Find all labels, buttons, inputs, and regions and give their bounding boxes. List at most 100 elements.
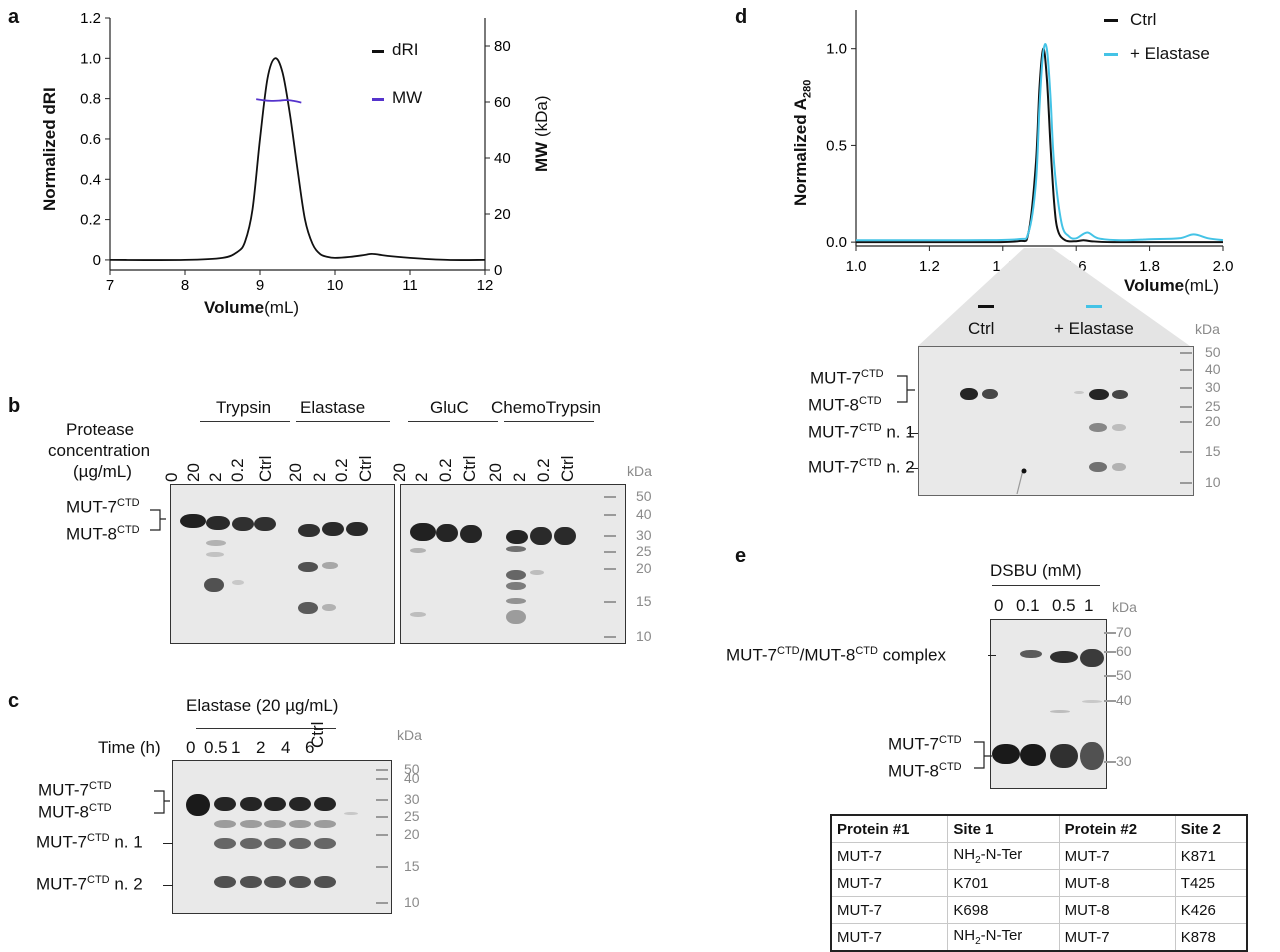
gel-b-band-10	[506, 530, 528, 544]
chart-d-xtick-label-0: 1.0	[846, 258, 867, 275]
gel-c-band-8	[264, 820, 286, 828]
gel-b-lane-1: 20	[184, 463, 203, 482]
chart-a-yrtick-label-4: 80	[494, 38, 511, 55]
gel-b-marker-6: 10	[636, 628, 652, 644]
chart-d-ylabel-text: Normalized A	[791, 97, 810, 206]
legend-label-ctrl: Ctrl	[1130, 10, 1157, 29]
gel-c-n1-suffix: n. 1	[109, 832, 143, 852]
gel-d-mut7-text: MUT-7	[810, 368, 861, 388]
chart-d-ylabel-sub: 280	[801, 79, 814, 98]
gel-d-ladder-band-1	[1180, 369, 1192, 371]
crosslink-cell: MUT-7	[830, 923, 949, 952]
crosslink-table: Protein #1 Site 1 Protein #2 Site 2 MUT-…	[830, 814, 1248, 952]
gel-e-mut7-sup: CTD	[939, 734, 962, 746]
gel-e-band-8	[1082, 700, 1102, 703]
gel-d-band-8	[1074, 391, 1084, 394]
gel-d-n1-suffix: n. 1	[881, 422, 915, 442]
gel-e-band-5	[1050, 744, 1078, 768]
chart-d-ytick-label-1: 0.5	[826, 137, 847, 154]
dsbu-header: DSBU (mM)	[990, 561, 1082, 580]
gel-c-band-3	[264, 797, 286, 811]
gel-b-ladder-band-6	[604, 636, 616, 638]
group-line-trypsin	[200, 421, 290, 422]
gel-d-marker-4: 20	[1205, 413, 1221, 429]
gel-d-n1-sup: CTD	[859, 422, 882, 434]
gel-c-label-n1: MUT-7CTD n. 1	[36, 832, 143, 853]
chart-d-xlabel-unit: (mL)	[1184, 276, 1220, 295]
gel-e-lane-2: 0.5	[1052, 596, 1076, 615]
gel-b-right	[400, 484, 626, 644]
gel-d-ladder-band-3	[1180, 406, 1192, 408]
chart-a-xtick-label-2: 9	[256, 277, 264, 294]
gel-e-complex-sup1: CTD	[777, 645, 800, 657]
chart-a-yltick-label-6: 1.2	[80, 10, 101, 27]
chart-a-ylabel-right: MW (kDa)	[532, 96, 552, 173]
gel-b-mut8-sup: CTD	[117, 524, 140, 536]
gel-b-marker-5: 15	[636, 593, 652, 609]
gel-c-label-mut7: MUT-7CTD	[38, 780, 112, 801]
gel-e-band-7	[1050, 710, 1070, 713]
gel-c-bracket	[154, 790, 170, 814]
gel-b-lane-2: 2	[206, 472, 225, 482]
gel-b-band-7	[410, 523, 436, 541]
gel-c-band-14	[289, 838, 311, 849]
gel-b-lane-7: 0.2	[332, 458, 351, 482]
crosslink-cell: K878	[1174, 923, 1248, 952]
gel-b-band-22	[410, 612, 426, 617]
gel-d-band-0	[960, 388, 978, 400]
gel-b-band-17	[298, 562, 318, 572]
gel-c-marker-0: 50	[404, 761, 420, 777]
chart-d-series-0	[855, 47, 1223, 244]
chart-a-yltick-label-5: 1.0	[80, 50, 101, 67]
gel-c-mut8-sup: CTD	[89, 802, 112, 814]
gel-c-lane-2: 1	[231, 738, 241, 757]
gel-b-marker-0: 50	[636, 488, 652, 504]
gel-d-kda: kDa	[1195, 321, 1220, 337]
panel-letter-a: a	[8, 6, 20, 28]
gel-c-n1-sup: CTD	[87, 832, 110, 844]
gel-d-label-ctrl: Ctrl	[968, 319, 995, 338]
chart-a-ylabel-left: Normalized dRI	[40, 87, 59, 211]
gel-b-mut7-text: MUT-7	[66, 497, 117, 517]
gel-e-label-mut7: MUT-7CTD	[888, 734, 962, 755]
gel-c-band-5	[314, 797, 336, 811]
gel-c-label-mut8: MUT-8CTD	[38, 802, 112, 823]
gel-c-lane-4: 4	[281, 738, 291, 757]
gel-b-band-11	[530, 527, 552, 545]
crosslink-cell: MUT-8	[1058, 896, 1176, 924]
group-line-gluc	[408, 421, 498, 422]
chart-d-xtick-label-4: 1.8	[1139, 258, 1160, 275]
gel-b-band-20	[322, 604, 336, 611]
gel-e-marker-3: 40	[1116, 692, 1132, 708]
gel-e-ladder-band-4	[1104, 761, 1116, 763]
gel-b-band-2	[232, 517, 254, 531]
gel-b-ladder-band-5	[604, 601, 616, 603]
gel-c-n1-text: MUT-7	[36, 832, 87, 852]
gel-b-label-mut8: MUT-8CTD	[66, 524, 140, 545]
gel-c-band-11	[214, 838, 236, 849]
chart-a-xtick-label-5: 12	[477, 277, 494, 294]
gel-e-complex-end: complex	[877, 645, 946, 665]
gel-e-ladder-band-3	[1104, 700, 1116, 702]
gel-e-tick-complex	[988, 655, 996, 656]
crosslink-cell: MUT-7	[830, 896, 949, 924]
chart-a-yrtick-label-0: 0	[494, 262, 502, 279]
gel-c-marker-3: 25	[404, 808, 420, 824]
gel-b-band-24	[506, 570, 526, 580]
gel-e-bracket	[974, 741, 992, 769]
gel-d-band-1	[982, 389, 998, 399]
gel-c-tick-n2	[163, 885, 173, 886]
legend-swatch-mw	[372, 98, 384, 101]
gel-b-bracket	[150, 509, 166, 531]
gel-d-ladder-band-5	[1180, 451, 1192, 453]
gel-b-band-5	[322, 522, 344, 536]
gel-c-ladder-band-3	[376, 816, 388, 818]
legend-swatch-ctrl	[1104, 19, 1118, 22]
gel-b-marker-3: 25	[636, 543, 652, 559]
gel-d-band-2	[1089, 389, 1109, 400]
chart-a-xlabel-unit: (mL)	[264, 298, 300, 317]
group-chemotrypsin: ChemoTrypsin	[491, 398, 601, 417]
chart-a-series-dri	[109, 57, 486, 261]
gel-c-marker-4: 20	[404, 826, 420, 842]
gel-c-band-16	[214, 876, 236, 888]
